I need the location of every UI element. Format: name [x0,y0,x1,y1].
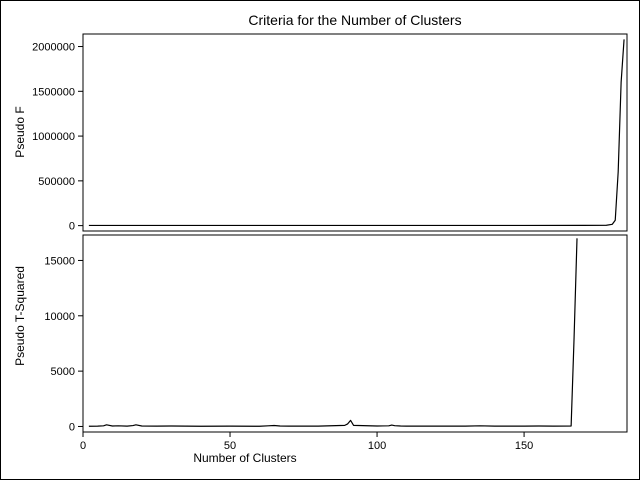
pseudo-t-squared-panel [82,234,628,433]
pseudo-t-squared-y-tick-label: 15000 [44,255,75,267]
pseudo-t-squared-y-tick-label: 5000 [51,366,75,378]
chart-title: Criteria for the Number of Clusters [248,12,461,28]
pseudo-t-squared-y-axis: 0 5000 10000 15000 [44,255,83,433]
pseudo-f-y-tick-label: 2000000 [32,42,75,54]
pseudo-f-y-tick-label: 0 [69,221,75,233]
pseudo-f-y-tick-label: 1000000 [32,131,75,143]
pseudo-t-squared-series-line [88,238,578,427]
x-tick-label: 100 [368,440,386,452]
x-axis: 0 50 100 150 [80,432,533,452]
pseudo-t-squared-ylabel: Pseudo T-Squared [13,266,27,366]
pseudo-t-squared-y-tick-label: 0 [69,421,75,433]
x-tick-label: 50 [224,440,236,452]
pseudo-f-ylabel: Pseudo F [13,106,27,157]
pseudo-t-squared-y-tick-label: 10000 [44,311,75,323]
pseudo-f-y-tick-label: 500000 [38,176,75,188]
x-axis-label: Number of Clusters [193,451,296,465]
pseudo-f-y-axis: 0 500000 1000000 1500000 2000000 [32,42,83,233]
pseudo-f-series-line [88,39,625,227]
x-tick-label: 150 [515,440,533,452]
pseudo-f-y-tick-label: 1500000 [32,86,75,98]
x-tick-label: 0 [80,440,86,452]
pseudo-f-panel [82,33,628,232]
